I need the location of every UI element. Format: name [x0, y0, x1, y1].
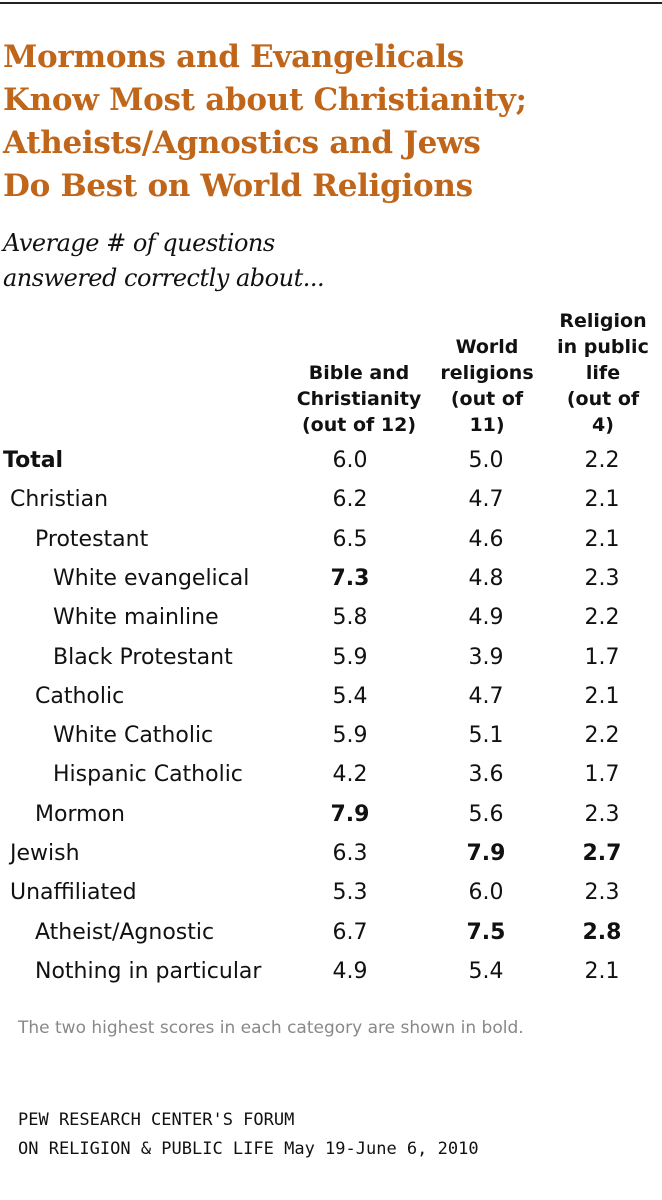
- row-value: 5.6: [468, 801, 504, 827]
- footnote: The two highest scores in each category …: [18, 1018, 524, 1038]
- row-value: 5.9: [332, 644, 368, 670]
- row-label: White evangelical: [53, 565, 250, 591]
- table-row: Mormon 7.9 5.6 2.3: [0, 795, 662, 834]
- table-row: Catholic 5.4 4.7 2.1: [0, 677, 662, 716]
- row-value: 5.4: [468, 958, 504, 984]
- row-value: 2.2: [584, 605, 620, 631]
- row-value: 2.1: [584, 526, 620, 552]
- row-value: 3.6: [468, 762, 504, 788]
- row-value: 4.2: [332, 762, 368, 788]
- row-value: 2.2: [584, 448, 620, 473]
- table-row: Black Protestant 5.9 3.9 1.7: [0, 638, 662, 677]
- row-value: 2.3: [584, 880, 620, 906]
- column-header-public-life: Religion in public life (out of 4): [557, 310, 649, 436]
- row-value: 6.0: [468, 880, 504, 906]
- row-label: Catholic: [35, 683, 125, 709]
- row-label: Nothing in particular: [35, 958, 262, 984]
- row-value: 7.9: [466, 841, 506, 866]
- row-value: 5.4: [332, 683, 368, 709]
- row-value: 4.9: [468, 605, 504, 631]
- top-rule: [0, 2, 662, 4]
- row-value: 6.7: [332, 919, 368, 945]
- row-value: 2.8: [582, 919, 622, 945]
- row-value: 7.9: [330, 801, 370, 827]
- chart-subtitle: Average # of questions answered correctl…: [3, 229, 325, 292]
- table-row: Atheist/Agnostic 6.7 7.5 2.8: [0, 913, 662, 952]
- row-value: 6.3: [332, 841, 368, 866]
- row-label: Unaffiliated: [10, 880, 137, 906]
- row-label: Christian: [10, 487, 109, 513]
- row-value: 4.7: [468, 683, 504, 709]
- table-row: White Catholic 5.9 5.1 2.2: [0, 716, 662, 755]
- row-value: 7.5: [466, 919, 506, 945]
- row-label: White mainline: [53, 605, 219, 631]
- table-row: Unaffiliated 5.3 6.0 2.3: [0, 873, 662, 912]
- row-label: Atheist/Agnostic: [35, 919, 215, 945]
- row-value: 5.1: [468, 723, 504, 749]
- chart-title: Mormons and Evangelicals Know Most about…: [3, 39, 527, 204]
- row-label: Hispanic Catholic: [53, 762, 243, 788]
- row-value: 6.2: [332, 487, 368, 513]
- table-row: Total 6.0 5.0 2.2: [0, 441, 662, 480]
- row-label: White Catholic: [53, 723, 214, 749]
- row-value: 5.9: [332, 723, 368, 749]
- row-value: 3.9: [468, 644, 504, 670]
- row-label: Total: [3, 448, 64, 473]
- row-value: 2.1: [584, 487, 620, 513]
- row-value: 7.3: [330, 565, 370, 591]
- table-row: Jewish 6.3 7.9 2.7: [0, 834, 662, 873]
- row-label: Black Protestant: [53, 644, 233, 670]
- row-value: 6.5: [332, 526, 368, 552]
- table-row: Hispanic Catholic 4.2 3.6 1.7: [0, 755, 662, 794]
- row-label: Mormon: [35, 801, 125, 827]
- row-value: 2.1: [584, 683, 620, 709]
- row-value: 5.8: [332, 605, 368, 631]
- row-value: 1.7: [584, 762, 620, 788]
- table-row: White evangelical 7.3 4.8 2.3: [0, 559, 662, 598]
- row-value: 5.3: [332, 880, 368, 906]
- row-value: 2.3: [584, 801, 620, 827]
- row-value: 4.6: [468, 526, 504, 552]
- row-value: 4.7: [468, 487, 504, 513]
- row-value: 1.7: [584, 644, 620, 670]
- row-value: 5.0: [468, 448, 504, 473]
- row-label: Jewish: [10, 841, 80, 866]
- column-header-world-religions: World religions (out of 11): [440, 336, 534, 436]
- column-header-bible: Bible and Christianity (out of 12): [296, 362, 422, 436]
- row-label: Protestant: [35, 526, 149, 552]
- table-row: Protestant 6.5 4.6 2.1: [0, 520, 662, 559]
- source-credit: PEW RESEARCH CENTER'S FORUM ON RELIGION …: [18, 1110, 479, 1159]
- row-value: 6.0: [332, 448, 368, 473]
- row-value: 4.8: [468, 565, 504, 591]
- row-value: 2.1: [584, 958, 620, 984]
- table-row: Nothing in particular 4.9 5.4 2.1: [0, 952, 662, 991]
- table-row: White mainline 5.8 4.9 2.2: [0, 598, 662, 637]
- row-value: 2.3: [584, 565, 620, 591]
- row-value: 2.7: [582, 841, 622, 866]
- table-row: Christian 6.2 4.7 2.1: [0, 480, 662, 519]
- row-value: 4.9: [332, 958, 368, 984]
- row-value: 2.2: [584, 723, 620, 749]
